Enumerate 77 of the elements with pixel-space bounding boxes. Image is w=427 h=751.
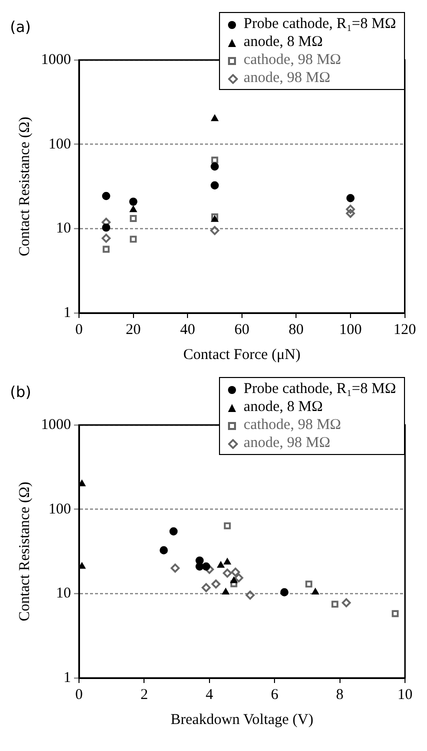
x-tick-label: 2 bbox=[140, 686, 148, 703]
point bbox=[217, 561, 224, 568]
x-tick-label: 80 bbox=[288, 322, 304, 338]
point bbox=[246, 590, 255, 600]
point bbox=[211, 580, 220, 589]
point bbox=[230, 580, 238, 588]
legend-label: anode, 8 MΩ bbox=[244, 399, 323, 415]
legend-label: Probe cathode, R₁=8 MΩ bbox=[244, 381, 396, 397]
y-tick-label: 100 bbox=[48, 501, 71, 518]
point bbox=[224, 522, 231, 530]
text: (b) bbox=[10, 383, 32, 401]
y-tick-label: 1000 bbox=[41, 416, 71, 433]
point bbox=[102, 246, 110, 253]
x-tick-label: 40 bbox=[180, 322, 196, 338]
y-axis-title: Contact Resistance (Ω) bbox=[16, 116, 33, 256]
x-tick-label: 0 bbox=[75, 322, 83, 338]
legend-label: anode, 8 MΩ bbox=[244, 34, 323, 50]
point bbox=[222, 588, 230, 595]
legend-label: cathode, 98 MΩ bbox=[244, 52, 342, 68]
y-tick-label: 1000 bbox=[41, 52, 71, 68]
point bbox=[129, 198, 138, 206]
text: (a) bbox=[10, 18, 31, 36]
point bbox=[224, 558, 231, 565]
point bbox=[202, 583, 211, 592]
point bbox=[346, 194, 355, 202]
point bbox=[130, 236, 137, 243]
legend-label: cathode, 98 MΩ bbox=[244, 417, 342, 433]
point bbox=[312, 588, 319, 595]
point bbox=[211, 114, 218, 122]
point bbox=[169, 527, 178, 536]
point bbox=[230, 568, 240, 577]
point bbox=[160, 546, 168, 554]
y-tick-label: 100 bbox=[48, 136, 71, 152]
point bbox=[202, 562, 210, 571]
y-tick-label: 10 bbox=[56, 220, 71, 237]
x-tick-label: 20 bbox=[126, 322, 141, 338]
point bbox=[102, 223, 110, 232]
x-tick-label: 6 bbox=[270, 686, 279, 703]
point bbox=[130, 215, 137, 222]
point bbox=[392, 610, 399, 618]
x-tick-label: 8 bbox=[336, 686, 344, 703]
y-tick-label: 1 bbox=[64, 670, 71, 686]
x-tick-label: 100 bbox=[339, 322, 362, 338]
point bbox=[210, 162, 219, 171]
point bbox=[210, 181, 219, 190]
point bbox=[130, 206, 137, 212]
x-axis-title: Breakdown Voltage (V) bbox=[170, 712, 314, 728]
point bbox=[346, 204, 355, 214]
y-axis-title: Contact Resistance (Ω) bbox=[16, 482, 33, 622]
legend-label: Probe cathode, R₁=8 MΩ bbox=[244, 16, 396, 32]
point bbox=[211, 156, 218, 164]
point bbox=[79, 480, 86, 486]
x-tick-label: 60 bbox=[234, 322, 250, 338]
x-tick-label: 4 bbox=[206, 686, 214, 703]
point bbox=[342, 598, 351, 608]
point bbox=[210, 226, 220, 236]
x-tick-label: 10 bbox=[398, 686, 412, 703]
point bbox=[280, 588, 288, 596]
point bbox=[346, 208, 355, 218]
point bbox=[204, 564, 214, 574]
point bbox=[234, 573, 244, 582]
y-tick-label: 1 bbox=[64, 304, 71, 321]
x-axis-title: Contact Force (μN) bbox=[183, 346, 300, 363]
point bbox=[331, 600, 338, 608]
point bbox=[211, 216, 218, 222]
legend-label: anode, 98 MΩ bbox=[244, 70, 330, 86]
point bbox=[230, 576, 238, 584]
x-tick-label: 0 bbox=[75, 686, 83, 703]
point bbox=[102, 192, 110, 200]
point bbox=[222, 568, 232, 578]
x-tick-label: 120 bbox=[394, 322, 416, 338]
point bbox=[305, 580, 312, 588]
point bbox=[102, 234, 111, 243]
legend-label: anode, 98 MΩ bbox=[244, 435, 330, 451]
y-tick-label: 10 bbox=[56, 586, 71, 602]
point bbox=[79, 562, 86, 569]
point bbox=[170, 564, 180, 573]
